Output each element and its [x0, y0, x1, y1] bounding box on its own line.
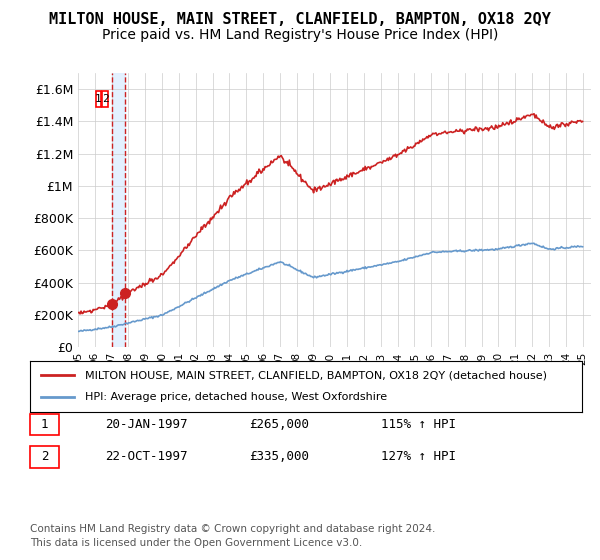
FancyBboxPatch shape — [103, 91, 108, 107]
Text: 1: 1 — [41, 418, 48, 431]
Text: 20-JAN-1997: 20-JAN-1997 — [105, 418, 187, 431]
Text: This data is licensed under the Open Government Licence v3.0.: This data is licensed under the Open Gov… — [30, 538, 362, 548]
Text: £265,000: £265,000 — [249, 418, 309, 431]
Text: MILTON HOUSE, MAIN STREET, CLANFIELD, BAMPTON, OX18 2QY: MILTON HOUSE, MAIN STREET, CLANFIELD, BA… — [49, 12, 551, 27]
Text: 22-OCT-1997: 22-OCT-1997 — [105, 450, 187, 464]
Text: 1: 1 — [95, 94, 102, 104]
Text: HPI: Average price, detached house, West Oxfordshire: HPI: Average price, detached house, West… — [85, 393, 388, 403]
Text: Contains HM Land Registry data © Crown copyright and database right 2024.: Contains HM Land Registry data © Crown c… — [30, 524, 436, 534]
Text: Price paid vs. HM Land Registry's House Price Index (HPI): Price paid vs. HM Land Registry's House … — [102, 28, 498, 42]
Text: 2: 2 — [41, 450, 48, 464]
Bar — [112, 73, 125, 347]
Text: £335,000: £335,000 — [249, 450, 309, 464]
Text: 127% ↑ HPI: 127% ↑ HPI — [381, 450, 456, 464]
FancyBboxPatch shape — [95, 91, 101, 107]
Text: 2: 2 — [102, 94, 109, 104]
Text: MILTON HOUSE, MAIN STREET, CLANFIELD, BAMPTON, OX18 2QY (detached house): MILTON HOUSE, MAIN STREET, CLANFIELD, BA… — [85, 370, 547, 380]
Text: 115% ↑ HPI: 115% ↑ HPI — [381, 418, 456, 431]
